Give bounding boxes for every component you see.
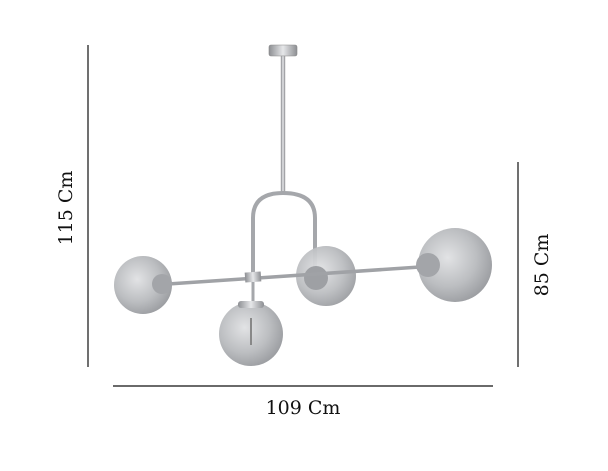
- suspension-rod: [280, 55, 286, 193]
- width-label: 109 Cm: [266, 397, 341, 419]
- globe: [418, 228, 492, 302]
- arm-bar: [167, 265, 421, 286]
- globe: [114, 256, 172, 314]
- pendant-lamp-icon: [114, 44, 492, 366]
- ceiling-canopy: [268, 44, 298, 57]
- height-total-label: 115 Cm: [55, 171, 77, 246]
- height-body-label: 85 Cm: [531, 234, 553, 297]
- u-arch: [251, 190, 317, 278]
